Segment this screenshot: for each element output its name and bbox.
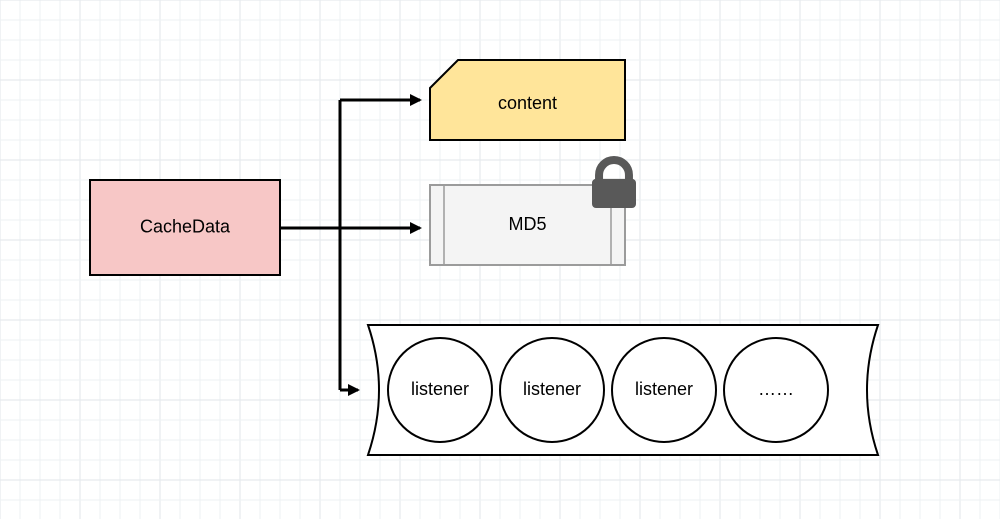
lock-icon	[592, 160, 636, 208]
svg-text:listener: listener	[635, 379, 693, 399]
svg-text:listener: listener	[523, 379, 581, 399]
svg-text:listener: listener	[411, 379, 469, 399]
node-listeners: listener listener listener ……	[368, 325, 878, 455]
node-content: content	[430, 60, 625, 140]
svg-text:content: content	[498, 93, 557, 113]
svg-text:CacheData: CacheData	[140, 216, 231, 236]
svg-text:MD5: MD5	[508, 214, 546, 234]
svg-text:……: ……	[758, 379, 794, 399]
listener-circle-3: ……	[724, 338, 828, 442]
listener-circle-2: listener	[612, 338, 716, 442]
listener-circle-0: listener	[388, 338, 492, 442]
node-cachedata: CacheData	[90, 180, 280, 275]
listener-circle-1: listener	[500, 338, 604, 442]
